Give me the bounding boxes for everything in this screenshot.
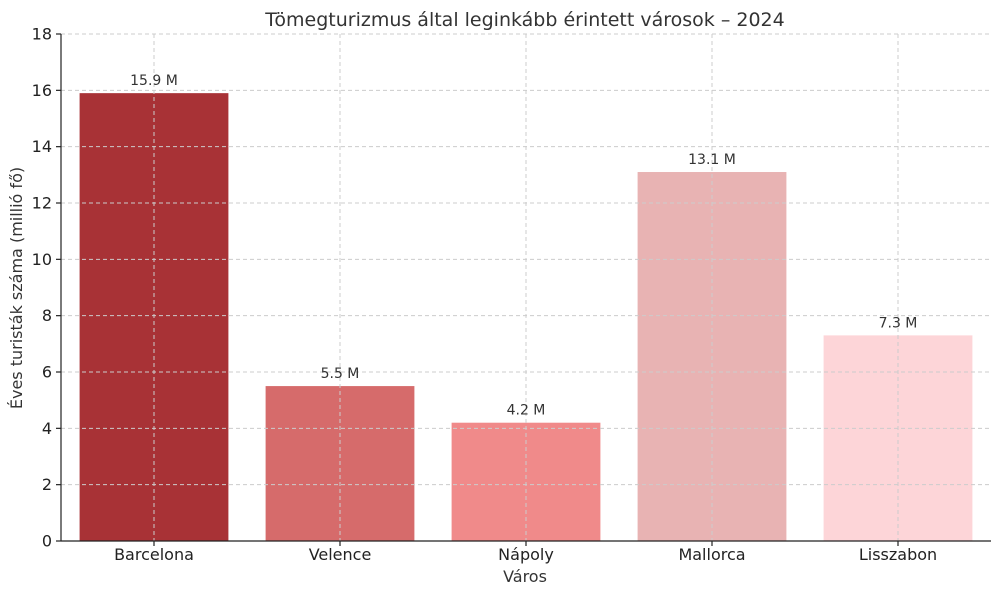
x-tick-label: Lisszabon: [859, 545, 937, 564]
chart-title: Tömegturizmus által leginkább érintett v…: [264, 9, 784, 31]
y-tick-label: 0: [42, 532, 52, 551]
x-tick-label: Mallorca: [678, 545, 745, 564]
y-tick-label: 18: [32, 25, 52, 44]
grid: [61, 33, 991, 541]
y-tick-label: 6: [42, 363, 52, 382]
data-label: 13.1 M: [688, 152, 736, 168]
data-label: 5.5 M: [321, 366, 360, 382]
data-labels: 15.9 M 5.5 M 4.2 M 13.1 M 7.3 M: [130, 73, 917, 419]
data-label: 4.2 M: [507, 403, 546, 419]
x-axis-label: Város: [503, 567, 547, 586]
y-tick-label: 14: [32, 137, 52, 156]
x-tick-label: Velence: [309, 545, 372, 564]
y-tick-label: 8: [42, 306, 52, 325]
data-label: 15.9 M: [130, 73, 178, 89]
data-label: 7.3 M: [879, 315, 918, 331]
y-tick-label: 4: [42, 419, 52, 438]
y-tick-label: 2: [42, 475, 52, 494]
x-tick-label: Barcelona: [114, 545, 194, 564]
y-tick-label: 10: [32, 250, 52, 269]
x-tick-label: Nápoly: [498, 545, 554, 564]
y-axis-label: Éves turisták száma (millió fő): [7, 167, 26, 409]
axes: 0 2 4 6 8 10 12 14 16 18 Barcelona Velence Nápoly Mal…: [32, 25, 991, 564]
y-tick-label: 12: [32, 194, 52, 213]
y-tick-label: 16: [32, 81, 52, 100]
